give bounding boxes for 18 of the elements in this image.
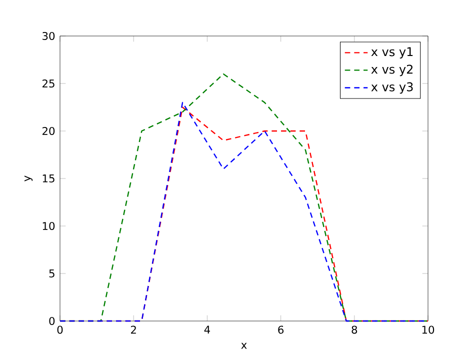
x-tick-label: 4 xyxy=(204,326,210,334)
x-axis-title: x xyxy=(241,342,247,349)
y-tick-label: 5 xyxy=(49,270,54,278)
y-axis-title: y xyxy=(24,176,33,182)
y-tick-label: 10 xyxy=(42,222,55,230)
x-tick-label: 0 xyxy=(57,326,63,334)
x-tick-label: 6 xyxy=(278,326,284,334)
legend-label: x vs y2 xyxy=(371,64,413,76)
y-tick-label: 15 xyxy=(42,174,54,182)
x-tick-label: 2 xyxy=(130,326,136,334)
y-tick-label: 30 xyxy=(42,32,55,40)
legend-label: x vs y1 xyxy=(371,47,413,59)
legend-label: x vs y3 xyxy=(371,82,413,94)
x-tick-label: 8 xyxy=(352,326,358,334)
x-tick-label: 10 xyxy=(422,326,434,334)
y-tick-label: 0 xyxy=(49,316,55,326)
y-tick-label: 25 xyxy=(42,79,54,88)
y-tick-label: 20 xyxy=(42,126,55,136)
